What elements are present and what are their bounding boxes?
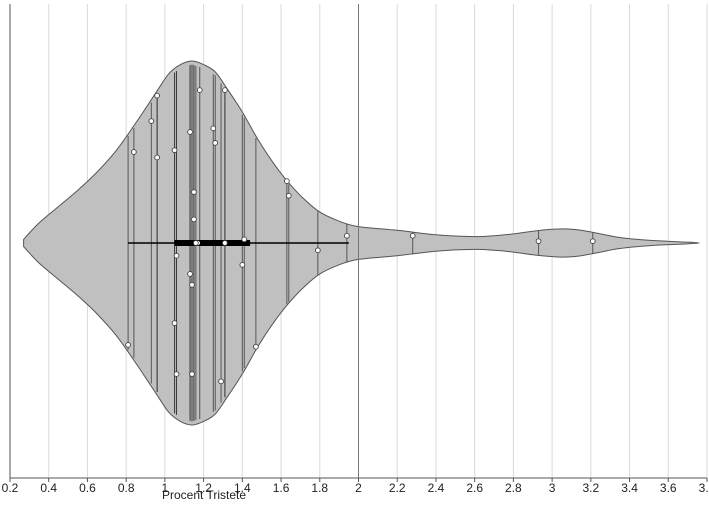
data-point xyxy=(173,252,180,259)
data-point xyxy=(344,232,350,239)
data-point xyxy=(535,238,542,245)
data-point xyxy=(314,247,321,254)
data-point xyxy=(210,125,217,132)
violin-shape xyxy=(23,60,700,426)
data-point xyxy=(189,282,195,288)
x-tick-label: 0.6 xyxy=(79,481,96,495)
data-point xyxy=(284,178,290,184)
data-point xyxy=(154,92,160,99)
data-point xyxy=(173,371,180,377)
data-point xyxy=(193,240,199,246)
data-point xyxy=(239,261,246,268)
x-tick-label: 2.8 xyxy=(505,481,522,495)
violin-layer xyxy=(23,60,700,426)
data-point xyxy=(285,192,292,199)
x-tick-label: 0.8 xyxy=(118,481,135,495)
data-points xyxy=(125,87,596,385)
data-point xyxy=(171,320,178,326)
x-tick-label: 3.4 xyxy=(621,481,638,495)
x-ticks: 0.2 0.4 0.6 0.8 1 1.2 1.4 1.6 1.8 2 2.2 2.4 2.6 2.8 3 3… xyxy=(2,478,709,495)
data-point xyxy=(187,271,193,277)
x-tick-label: 1 xyxy=(162,481,169,495)
x-tick-label: 0.4 xyxy=(40,481,57,495)
data-point xyxy=(222,87,228,93)
data-point xyxy=(154,154,160,161)
x-tick-label: 1.8 xyxy=(311,481,328,495)
data-point xyxy=(196,87,203,93)
x-tick-label: 0.2 xyxy=(2,481,19,495)
data-point xyxy=(125,342,131,348)
data-point xyxy=(191,189,197,195)
data-point xyxy=(148,118,155,124)
data-point xyxy=(171,147,178,154)
x-tick-label: 1.6 xyxy=(273,481,290,495)
x-tick-label: 2.6 xyxy=(466,481,483,495)
x-tick-label: 2 xyxy=(355,481,362,495)
x-tick-label: 3.2 xyxy=(582,481,599,495)
x-tick-label: 3.8 xyxy=(699,481,709,495)
x-tick-label: 3.6 xyxy=(660,481,677,495)
data-point xyxy=(131,149,137,155)
data-point xyxy=(409,232,416,239)
data-point xyxy=(241,236,248,243)
x-tick-label: 1.4 xyxy=(234,481,251,495)
data-point xyxy=(218,378,224,385)
x-tick-label: 3 xyxy=(549,481,556,495)
data-point xyxy=(589,238,596,245)
data-point xyxy=(189,371,195,377)
data-point xyxy=(212,140,219,146)
x-tick-label: 2.2 xyxy=(389,481,406,495)
data-point xyxy=(253,343,259,350)
data-point xyxy=(187,129,193,135)
iqr-box xyxy=(174,240,251,246)
data-point xyxy=(191,216,197,223)
x-tick-label: 1.2 xyxy=(195,481,212,495)
x-tick-label: 2.4 xyxy=(428,481,445,495)
x-axis-label: Procent Tristete xyxy=(162,488,246,502)
data-point xyxy=(222,240,228,246)
